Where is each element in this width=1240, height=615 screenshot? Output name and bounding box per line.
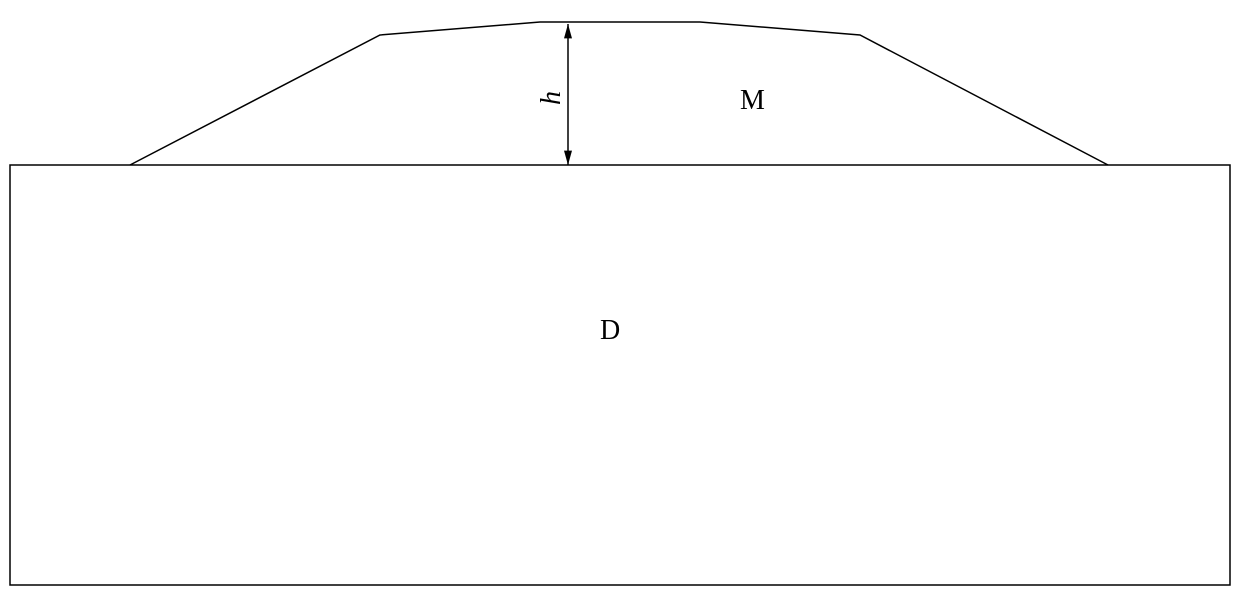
height-label: h [536, 91, 568, 105]
bottom-region-label: D [600, 315, 620, 347]
top-region-outline [130, 22, 1108, 165]
arrow-head-bottom [564, 151, 572, 165]
arrow-head-top [564, 24, 572, 38]
diagram-svg [0, 0, 1240, 615]
bottom-region-outline [10, 165, 1230, 585]
diagram-container: h M D [0, 0, 1240, 615]
top-region-label: M [740, 85, 765, 117]
